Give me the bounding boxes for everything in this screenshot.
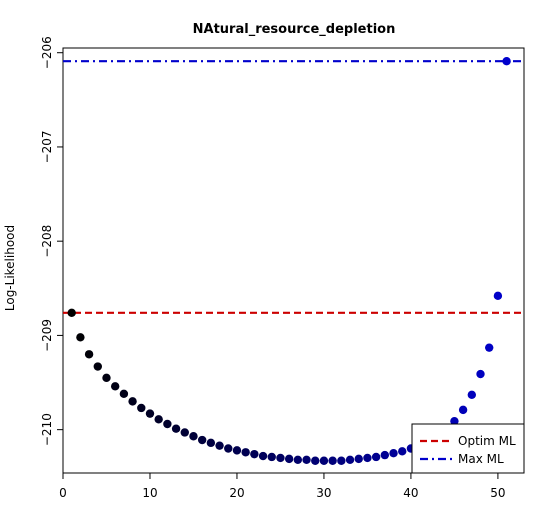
data-point xyxy=(311,456,320,465)
data-point xyxy=(276,453,285,463)
x-tick-label: 20 xyxy=(229,486,244,500)
y-tick-label: −209 xyxy=(40,319,54,352)
legend-label-max-ml: Max ML xyxy=(458,452,504,466)
data-point xyxy=(371,452,381,462)
data-point xyxy=(145,409,155,418)
data-point xyxy=(84,350,94,359)
data-points xyxy=(67,56,511,465)
data-point xyxy=(197,435,207,445)
data-point xyxy=(398,447,407,456)
x-tick-label: 0 xyxy=(59,486,67,500)
data-point xyxy=(354,454,363,464)
data-point xyxy=(485,343,494,352)
data-point xyxy=(319,456,329,465)
data-point xyxy=(163,419,172,429)
x-tick-label: 40 xyxy=(403,486,418,500)
data-point xyxy=(267,452,276,462)
data-point xyxy=(119,389,129,399)
y-tick-label: −207 xyxy=(40,130,54,163)
data-point xyxy=(102,373,111,383)
data-point xyxy=(476,369,485,379)
data-point xyxy=(180,428,189,437)
chart-title: NAtural_resource_depletion xyxy=(193,22,396,37)
legend-box xyxy=(411,423,525,474)
data-point xyxy=(137,403,146,413)
x-tick-label: 10 xyxy=(142,486,157,500)
data-point xyxy=(337,456,346,465)
data-point xyxy=(224,444,233,453)
y-tick-label: −208 xyxy=(40,225,54,258)
y-tick-label: −206 xyxy=(40,36,54,69)
data-point xyxy=(171,424,181,433)
data-point xyxy=(232,446,242,455)
data-point xyxy=(380,450,390,460)
y-axis-title: Log-Likelihood xyxy=(3,225,17,311)
data-point xyxy=(215,441,224,450)
data-point xyxy=(206,438,216,448)
legend-label-optim-ml: Optim ML xyxy=(458,434,516,448)
data-point xyxy=(345,455,355,465)
data-point xyxy=(241,448,250,457)
data-point xyxy=(458,405,468,415)
data-point xyxy=(467,390,477,399)
data-point xyxy=(302,455,311,465)
data-point xyxy=(189,432,198,441)
plot-frame xyxy=(62,47,525,474)
data-point xyxy=(502,56,511,66)
data-point xyxy=(93,362,102,371)
data-point xyxy=(154,415,163,424)
data-point xyxy=(389,449,398,458)
data-point xyxy=(284,454,294,464)
y-axis: −206 −207 −208 −209 −210 xyxy=(40,36,63,446)
data-point xyxy=(128,397,137,406)
data-point xyxy=(450,416,459,426)
data-point xyxy=(293,455,303,465)
data-point xyxy=(67,308,76,318)
data-point xyxy=(110,382,120,391)
reference-lines xyxy=(63,60,524,314)
data-point xyxy=(493,291,503,301)
x-axis: 0 10 20 30 40 50 xyxy=(59,473,506,500)
x-tick-label: 30 xyxy=(316,486,331,500)
data-point xyxy=(328,456,337,465)
x-tick-label: 50 xyxy=(490,486,505,500)
data-point xyxy=(363,453,372,463)
data-point xyxy=(258,451,268,461)
y-tick-label: −210 xyxy=(40,413,54,446)
data-point xyxy=(76,333,85,342)
legend: Optim ML Max ML xyxy=(411,423,525,474)
data-point xyxy=(250,449,259,459)
